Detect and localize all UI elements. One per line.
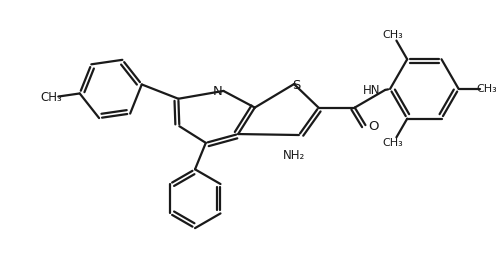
Text: CH₃: CH₃: [382, 138, 403, 148]
Text: S: S: [292, 79, 300, 92]
Text: NH₂: NH₂: [283, 149, 305, 162]
Text: CH₃: CH₃: [41, 91, 62, 104]
Text: CH₃: CH₃: [477, 84, 496, 94]
Text: CH₃: CH₃: [382, 30, 403, 40]
Text: O: O: [368, 120, 378, 133]
Text: N: N: [213, 85, 222, 98]
Text: HN: HN: [363, 84, 380, 97]
